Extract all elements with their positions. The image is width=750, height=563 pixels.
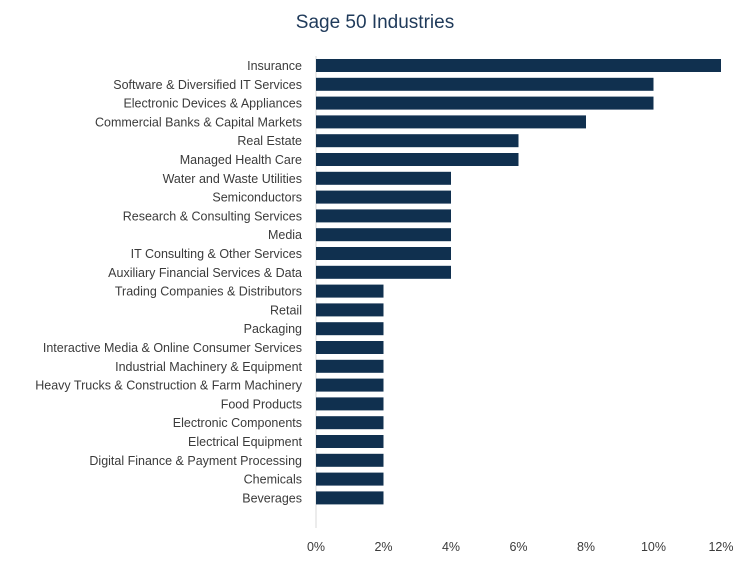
bar: [316, 359, 384, 373]
bar: [316, 265, 451, 279]
bar: [316, 115, 586, 129]
bars-group: [316, 59, 721, 505]
category-label: Trading Companies & Distributors: [115, 285, 302, 299]
bar: [316, 472, 384, 486]
x-tick-label: 0%: [307, 540, 325, 554]
bar: [316, 453, 384, 467]
category-label: Beverages: [242, 491, 302, 505]
category-label: Managed Health Care: [180, 153, 302, 167]
category-label: Software & Diversified IT Services: [113, 78, 302, 92]
category-label: Chemicals: [244, 473, 302, 487]
x-tick-label: 2%: [374, 540, 392, 554]
category-label: Electrical Equipment: [188, 435, 302, 449]
category-label: Media: [268, 228, 302, 242]
x-tick-labels-group: 0% 2% 4% 6% 8% 10% 12%: [307, 540, 734, 554]
category-label: Heavy Trucks & Construction & Farm Machi…: [35, 379, 302, 393]
category-label: Research & Consulting Services: [123, 209, 302, 223]
bar: [316, 153, 519, 166]
bar: [316, 397, 384, 411]
x-tick-label: 10%: [641, 540, 666, 554]
category-label: Electronic Components: [173, 416, 302, 430]
category-label: Auxiliary Financial Services & Data: [108, 266, 302, 280]
category-label: Water and Waste Utilities: [163, 172, 302, 186]
bar: [316, 134, 519, 148]
bar: [316, 491, 384, 505]
category-label: Semiconductors: [212, 191, 302, 205]
bar: [316, 303, 384, 317]
category-label: Insurance: [247, 59, 302, 73]
bar: [316, 77, 654, 91]
bar: [316, 435, 384, 448]
category-label: IT Consulting & Other Services: [131, 247, 302, 261]
category-label: Electronic Devices & Appliances: [123, 97, 302, 111]
category-label: Retail: [270, 303, 302, 317]
bar: [316, 96, 654, 110]
x-tick-label: 8%: [577, 540, 595, 554]
category-labels-group: Insurance Software & Diversified IT Servi…: [35, 59, 302, 505]
category-label: Interactive Media & Online Consumer Serv…: [43, 341, 302, 355]
category-label: Food Products: [221, 397, 302, 411]
bar: [316, 209, 451, 223]
category-label: Real Estate: [237, 134, 302, 148]
bar: [316, 228, 451, 242]
x-tick-label: 4%: [442, 540, 460, 554]
x-tick-label: 6%: [509, 540, 527, 554]
bar: [316, 378, 384, 392]
category-label: Digital Finance & Payment Processing: [89, 454, 302, 468]
category-label: Commercial Banks & Capital Markets: [95, 115, 302, 129]
category-label: Industrial Machinery & Equipment: [115, 360, 302, 374]
bar: [316, 341, 384, 354]
bar: [316, 171, 451, 185]
x-tick-label: 12%: [708, 540, 733, 554]
bar: [316, 59, 721, 72]
bar: [316, 416, 384, 430]
category-label: Packaging: [244, 322, 302, 336]
chart-title: Sage 50 Industries: [295, 12, 455, 33]
bar: [316, 322, 384, 336]
bar: [316, 247, 451, 260]
bar: [316, 284, 384, 298]
bar: [316, 190, 451, 204]
